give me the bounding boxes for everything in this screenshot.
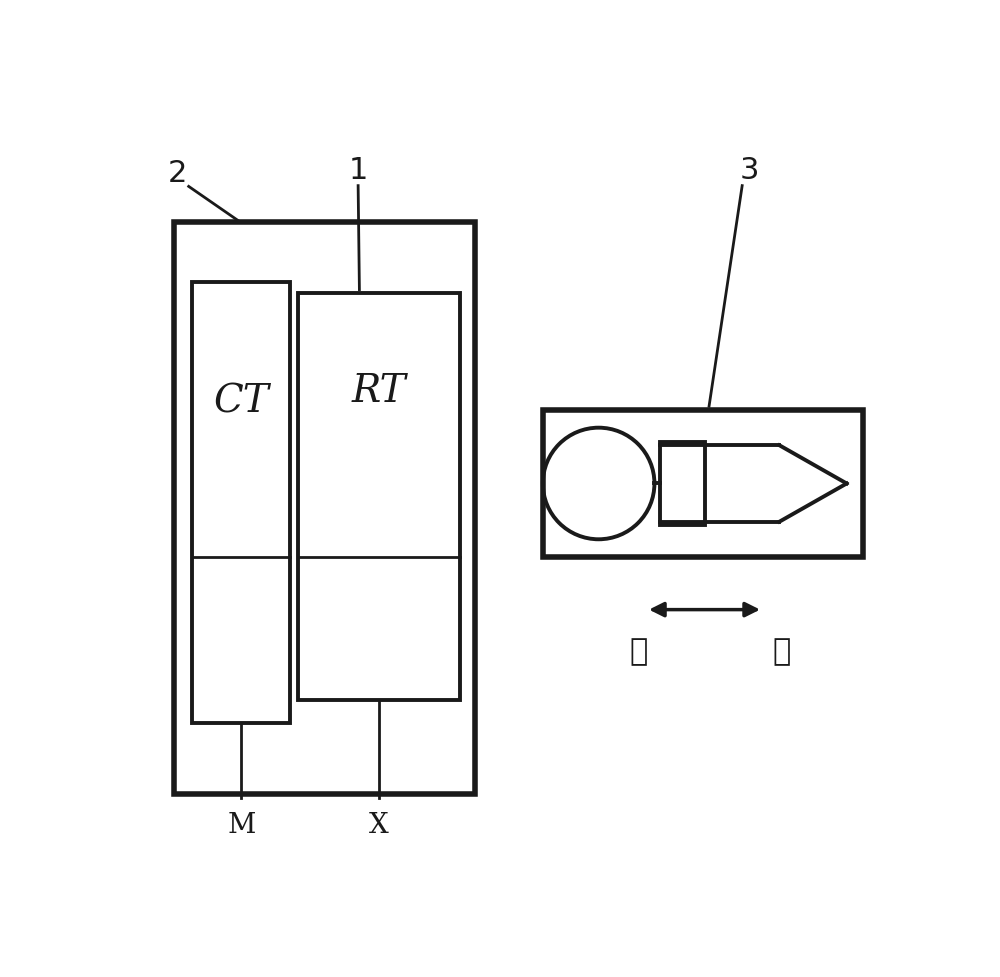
Text: X: X	[369, 811, 389, 838]
Text: RT: RT	[352, 373, 406, 410]
Text: 前: 前	[630, 637, 648, 666]
Bar	[174, 223, 475, 794]
Text: 后: 后	[773, 637, 791, 666]
Text: 1: 1	[348, 155, 368, 185]
Text: 2: 2	[168, 159, 187, 189]
Text: 3: 3	[740, 155, 759, 185]
Text: CT: CT	[214, 383, 269, 420]
Bar	[543, 410, 863, 557]
Text: M: M	[227, 811, 256, 838]
Bar	[660, 443, 705, 525]
Bar	[192, 282, 290, 723]
Bar	[298, 294, 460, 701]
